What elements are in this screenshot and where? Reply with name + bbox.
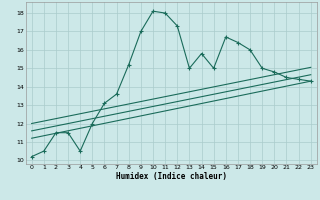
X-axis label: Humidex (Indice chaleur): Humidex (Indice chaleur)	[116, 172, 227, 181]
